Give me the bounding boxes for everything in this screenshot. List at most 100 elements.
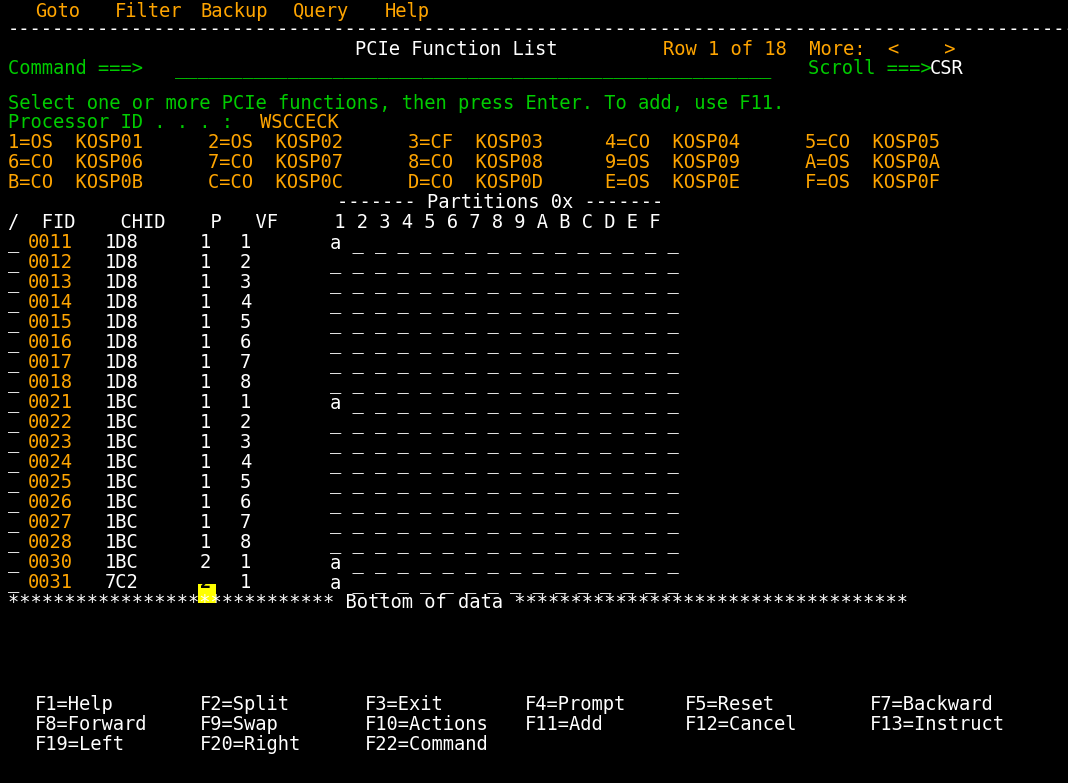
Text: 1: 1 — [200, 533, 211, 552]
Text: CSR: CSR — [930, 59, 963, 78]
Text: 2: 2 — [200, 553, 211, 572]
Text: 1BC: 1BC — [105, 473, 139, 492]
Text: F1=Help: F1=Help — [35, 695, 114, 714]
Text: F5=Reset: F5=Reset — [685, 695, 775, 714]
Text: 0015: 0015 — [28, 313, 73, 332]
Text: WSCCECK: WSCCECK — [260, 113, 339, 132]
Text: 1BC: 1BC — [105, 553, 139, 572]
Text: 6: 6 — [240, 333, 251, 352]
Text: 6=CO  KOSP06: 6=CO KOSP06 — [7, 153, 143, 172]
Text: 0012: 0012 — [28, 253, 73, 272]
Text: 1: 1 — [240, 233, 251, 252]
Text: _: _ — [7, 474, 19, 493]
Text: 0017: 0017 — [28, 353, 73, 372]
Text: _: _ — [7, 334, 19, 353]
Text: 4: 4 — [240, 453, 251, 472]
Text: 6: 6 — [240, 493, 251, 512]
Text: 1: 1 — [200, 313, 211, 332]
Text: F19=Left: F19=Left — [35, 735, 125, 754]
Text: 1BC: 1BC — [105, 513, 139, 532]
Text: _: _ — [7, 434, 19, 453]
Text: _ _ _ _ _ _ _ _ _ _ _ _ _ _ _ _: _ _ _ _ _ _ _ _ _ _ _ _ _ _ _ _ — [330, 334, 679, 353]
Text: 0011: 0011 — [28, 233, 73, 252]
Text: _: _ — [7, 494, 19, 513]
Text: _: _ — [7, 574, 19, 593]
Text: 1D8: 1D8 — [105, 293, 139, 312]
Text: 0028: 0028 — [28, 533, 73, 552]
Text: _ _ _ _ _ _ _ _ _ _ _ _ _ _ _ _: _ _ _ _ _ _ _ _ _ _ _ _ _ _ _ _ — [330, 514, 679, 533]
Text: Select one or more PCIe functions, then press Enter. To add, use F11.: Select one or more PCIe functions, then … — [7, 94, 784, 113]
Text: F2=Split: F2=Split — [200, 695, 290, 714]
Text: 7: 7 — [240, 513, 251, 532]
Text: 3: 3 — [240, 273, 251, 292]
Text: 0024: 0024 — [28, 453, 73, 472]
Text: 1D8: 1D8 — [105, 353, 139, 372]
Text: 3=CF  KOSP03: 3=CF KOSP03 — [408, 133, 543, 152]
Text: a _ _ _ _ _ _ _ _ _ _ _ _ _ _ _: a _ _ _ _ _ _ _ _ _ _ _ _ _ _ _ — [330, 574, 679, 593]
Text: F7=Backward: F7=Backward — [870, 695, 993, 714]
Text: 4=CO  KOSP04: 4=CO KOSP04 — [604, 133, 740, 152]
Text: 1BC: 1BC — [105, 413, 139, 432]
Text: _: _ — [7, 294, 19, 313]
Text: 1=OS  KOSP01: 1=OS KOSP01 — [7, 133, 143, 152]
Text: ------- Partitions 0x -------: ------- Partitions 0x ------- — [337, 193, 663, 212]
Text: F11=Add: F11=Add — [525, 715, 603, 734]
Text: F=OS  KOSP0F: F=OS KOSP0F — [805, 173, 940, 192]
Text: _ _ _ _ _ _ _ _ _ _ _ _ _ _ _ _: _ _ _ _ _ _ _ _ _ _ _ _ _ _ _ _ — [330, 414, 679, 433]
Text: Filter: Filter — [115, 2, 183, 21]
Text: ***************************** Bottom of data ***********************************: ***************************** Bottom of … — [7, 593, 908, 612]
Text: Scroll ===>: Scroll ===> — [808, 59, 931, 78]
Text: 1BC: 1BC — [105, 493, 139, 512]
Text: 1: 1 — [240, 393, 251, 412]
Bar — [198, 584, 216, 603]
Text: 1: 1 — [200, 413, 211, 432]
Text: F13=Instruct: F13=Instruct — [870, 715, 1005, 734]
Text: 8: 8 — [240, 373, 251, 392]
Text: _: _ — [7, 454, 19, 473]
Text: 1BC: 1BC — [105, 393, 139, 412]
Text: _ _ _ _ _ _ _ _ _ _ _ _ _ _ _ _: _ _ _ _ _ _ _ _ _ _ _ _ _ _ _ _ — [330, 494, 679, 513]
Text: 8: 8 — [240, 533, 251, 552]
Text: _: _ — [7, 554, 19, 573]
Text: F4=Prompt: F4=Prompt — [525, 695, 626, 714]
Text: 0022: 0022 — [28, 413, 73, 432]
Text: 1D8: 1D8 — [105, 253, 139, 272]
Text: _____________________________________________________: ________________________________________… — [175, 60, 771, 79]
Text: D=CO  KOSP0D: D=CO KOSP0D — [408, 173, 543, 192]
Text: 2: 2 — [200, 573, 211, 592]
Text: 1: 1 — [200, 293, 211, 312]
Text: 0016: 0016 — [28, 333, 73, 352]
Text: 0018: 0018 — [28, 373, 73, 392]
Text: 1D8: 1D8 — [105, 273, 139, 292]
Text: Row 1 of 18  More:  <    >: Row 1 of 18 More: < > — [663, 40, 956, 59]
Text: _ _ _ _ _ _ _ _ _ _ _ _ _ _ _ _: _ _ _ _ _ _ _ _ _ _ _ _ _ _ _ _ — [330, 474, 679, 493]
Text: _: _ — [7, 514, 19, 533]
Text: --------------------------------------------------------------------------------: ----------------------------------------… — [7, 20, 1068, 39]
Text: _ _ _ _ _ _ _ _ _ _ _ _ _ _ _ _: _ _ _ _ _ _ _ _ _ _ _ _ _ _ _ _ — [330, 254, 679, 273]
Text: 0021: 0021 — [28, 393, 73, 412]
Text: 5=CO  KOSP05: 5=CO KOSP05 — [805, 133, 940, 152]
Text: 1: 1 — [200, 513, 211, 532]
Text: Goto: Goto — [35, 2, 80, 21]
Text: F8=Forward: F8=Forward — [35, 715, 147, 734]
Text: 1D8: 1D8 — [105, 233, 139, 252]
Text: a _ _ _ _ _ _ _ _ _ _ _ _ _ _ _: a _ _ _ _ _ _ _ _ _ _ _ _ _ _ _ — [330, 394, 679, 413]
Text: F22=Command: F22=Command — [365, 735, 489, 754]
Text: 0014: 0014 — [28, 293, 73, 312]
Text: Command ===>: Command ===> — [7, 59, 143, 78]
Text: Help: Help — [384, 2, 430, 21]
Text: _ _ _ _ _ _ _ _ _ _ _ _ _ _ _ _: _ _ _ _ _ _ _ _ _ _ _ _ _ _ _ _ — [330, 294, 679, 313]
Text: 1: 1 — [200, 453, 211, 472]
Text: 1BC: 1BC — [105, 433, 139, 452]
Text: _: _ — [7, 414, 19, 433]
Text: 1: 1 — [200, 233, 211, 252]
Text: 1: 1 — [200, 273, 211, 292]
Text: 5: 5 — [240, 473, 251, 492]
Text: _: _ — [7, 314, 19, 333]
Text: Backup: Backup — [200, 2, 267, 21]
Text: 9=OS  KOSP09: 9=OS KOSP09 — [604, 153, 740, 172]
Text: 4: 4 — [240, 293, 251, 312]
Text: /  FID    CHID    P   VF     1 2 3 4 5 6 7 8 9 A B C D E F: / FID CHID P VF 1 2 3 4 5 6 7 8 9 A B C … — [7, 213, 660, 232]
Text: a _ _ _ _ _ _ _ _ _ _ _ _ _ _ _: a _ _ _ _ _ _ _ _ _ _ _ _ _ _ _ — [330, 554, 679, 573]
Text: 0030: 0030 — [28, 553, 73, 572]
